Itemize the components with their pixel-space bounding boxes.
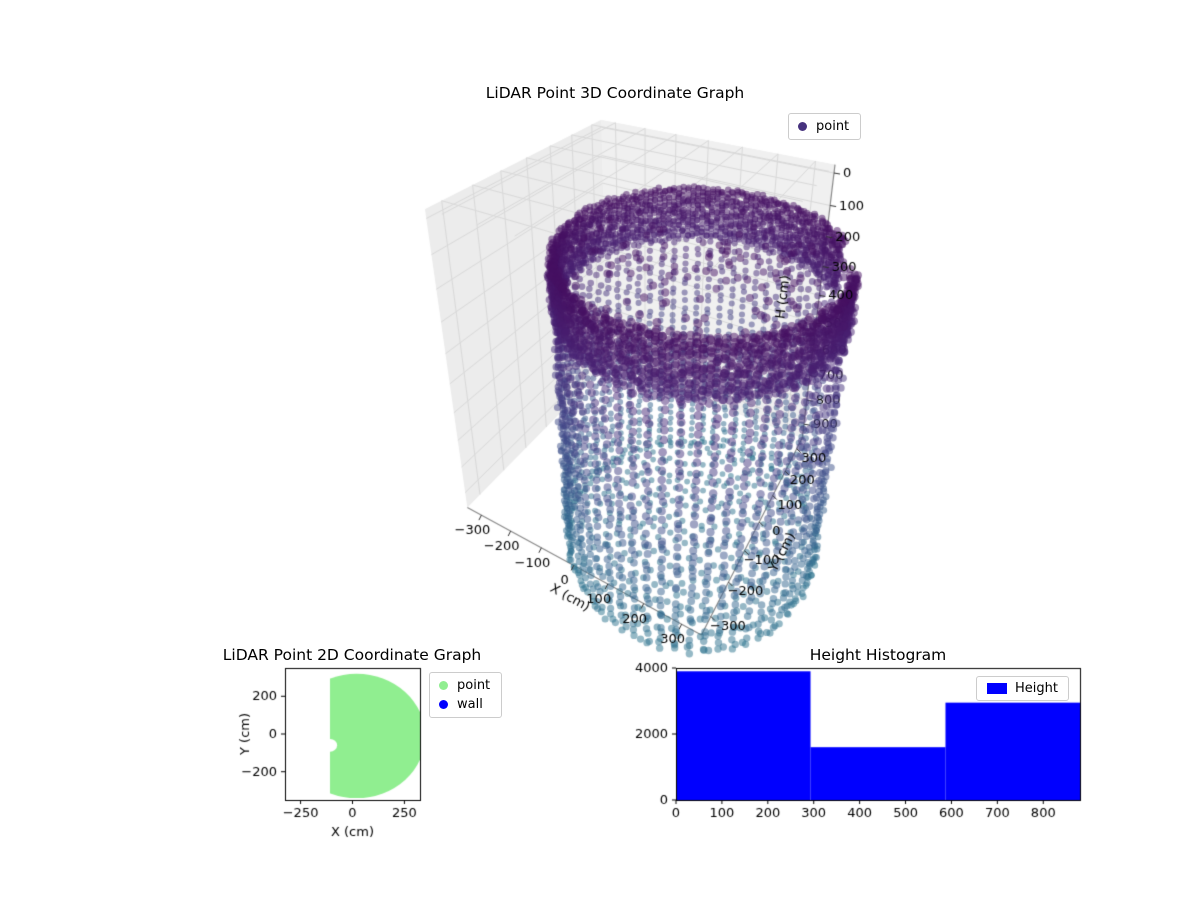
legend-item-wall-2d: wall — [439, 697, 490, 712]
legend-item-point-3d: point — [798, 119, 849, 134]
legend-label-height: Height — [1015, 681, 1058, 696]
legend-label-wall-2d: wall — [457, 697, 483, 712]
legend-label-point-2d: point — [457, 678, 491, 693]
title-3d: LiDAR Point 3D Coordinate Graph — [485, 84, 745, 102]
title-histogram: Height Histogram — [809, 646, 947, 664]
wall-marker-2d — [439, 700, 448, 709]
point-marker-2d — [439, 681, 448, 690]
legend-item-point-2d: point — [439, 678, 490, 693]
title-2d: LiDAR Point 2D Coordinate Graph — [222, 646, 482, 664]
height-swatch — [987, 683, 1007, 694]
legend-label-point-3d: point — [816, 119, 850, 134]
legend-3d: point — [788, 113, 862, 140]
legend-histogram: Height — [976, 676, 1069, 701]
legend-2d: point wall — [429, 672, 503, 718]
point-marker — [798, 122, 807, 131]
